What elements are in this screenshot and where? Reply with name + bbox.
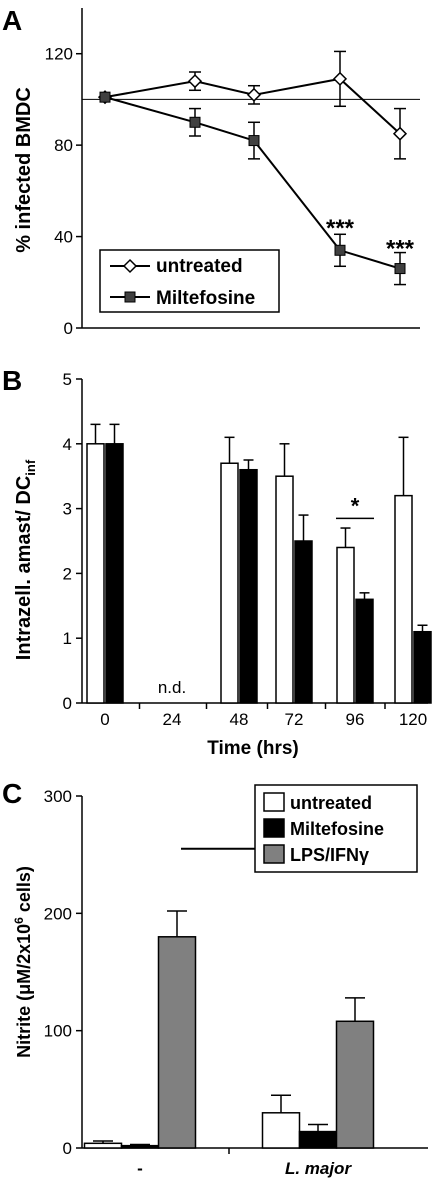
panel-c-bar-untreated [83,1142,123,1149]
panel-a-point-miltefosine [394,263,406,275]
panel-a-y-tick-label: 80 [54,136,73,155]
panel-c-legend-lps: LPS/IFNγ [290,845,369,865]
panel-c-legend: untreated Miltefosine LPS/IFNγ [254,784,418,873]
panel-b-y-axis-label: Intrazell. amast/ DCinf [13,459,38,660]
panel-b-label: B [2,365,22,396]
panel-c-label: C [2,778,22,809]
panel-b-y-tick-label: 0 [63,694,72,713]
panel-b-bar-untreated [86,443,105,704]
panel-a-legend-miltefosine: Miltefosine [156,288,255,309]
panel-a-legend: untreated Miltefosine [99,249,280,313]
panel-a: A % infected BMDC 0 40 80 120 *** *** untreat… [2,5,420,338]
legend-untreated-swatch [263,792,285,812]
panel-b-plot-area: 0 1 2 3 4 5 0 24 48 72 96 120 n.d. * [63,370,432,729]
panel-a-point-miltefosine [99,91,111,103]
panel-a-point-untreated [246,87,262,102]
panel-c-bar-miltefosine [120,1144,160,1149]
panel-b-bar-untreated [394,494,413,704]
panel-a-y-tick-label: 0 [64,319,73,338]
panel-c-y-tick-label: 0 [63,1139,72,1158]
panel-b-significance-label: * [351,493,360,518]
panel-b-x-tick-label: 48 [230,710,249,729]
panel-b-y-tick-label: 5 [63,370,72,389]
panel-a-series-0-line [104,77,401,135]
panel-c-y-tick-label: 300 [44,787,72,806]
panel-a-point-miltefosine [189,116,201,128]
legend-miltefosine-marker [124,291,136,303]
panel-a-legend-untreated: untreated [156,256,243,277]
panel-c-legend-untreated: untreated [290,793,372,813]
panel-c: C Nitrite (μM/2x106 cells) 0 100 200 300 - L.… [2,778,428,1178]
panel-a-significance-label: *** [326,215,355,242]
panel-b-y-tick-label: 2 [63,564,72,583]
panel-b: B Intrazell. amast/ DCinf 0 1 2 3 4 5 0 24 48 72 9… [2,365,432,759]
legend-lps-swatch [263,844,285,864]
panel-b-y-tick-label: 4 [63,435,72,454]
panel-a-point-untreated [187,74,203,89]
panel-c-x-tick-label: - [137,1159,143,1178]
panel-c-bar-miltefosine [298,1130,338,1149]
panel-a-label: A [2,5,22,36]
panel-b-nd-label: n.d. [158,678,186,697]
panel-b-x-tick-label: 0 [100,710,109,729]
panel-b-x-tick-label: 96 [346,710,365,729]
legend-untreated-marker [122,258,138,274]
panel-c-bar-lps [335,1020,375,1149]
panel-c-bar-untreated [261,1112,301,1149]
panel-c-y-tick-label: 100 [44,1022,72,1041]
panel-b-bar-untreated [336,546,355,704]
panel-b-y-tick-label: 1 [63,629,72,648]
panel-b-bar-untreated [275,475,294,704]
panel-b-bar-miltefosine [355,598,374,704]
panel-a-point-miltefosine [248,135,260,147]
panel-b-x-tick-label: 120 [399,710,427,729]
panel-b-x-tick-label: 24 [163,710,182,729]
panel-b-bar-miltefosine [413,630,432,704]
panel-a-plot-area: 0 40 80 120 *** *** [45,8,420,338]
panel-c-legend-miltefosine: Miltefosine [290,819,384,839]
panel-a-point-untreated [392,126,408,141]
panel-a-y-axis-label: % infected BMDC [13,87,35,253]
panel-b-bar-untreated [220,462,239,704]
panel-a-point-untreated [332,71,348,86]
panel-c-y-axis-label: Nitrite (μM/2x106 cells) [12,866,34,1058]
panel-b-bar-miltefosine [105,443,124,704]
panel-a-significance-label: *** [386,236,415,263]
legend-miltefosine-swatch [263,818,285,838]
panel-b-x-axis-label: Time (hrs) [207,738,299,759]
panel-c-bar-lps [157,936,197,1149]
panel-a-y-tick-label: 40 [54,228,73,247]
panel-c-y-tick-label: 200 [44,904,72,923]
panel-c-x-tick-label: L. major [285,1159,353,1178]
panel-b-y-tick-label: 3 [63,500,72,519]
panel-a-point-miltefosine [334,244,346,256]
panel-b-bar-miltefosine [239,468,258,704]
panel-b-bar-miltefosine [294,540,313,704]
panel-b-x-tick-label: 72 [285,710,304,729]
panel-a-y-tick-label: 120 [45,45,73,64]
